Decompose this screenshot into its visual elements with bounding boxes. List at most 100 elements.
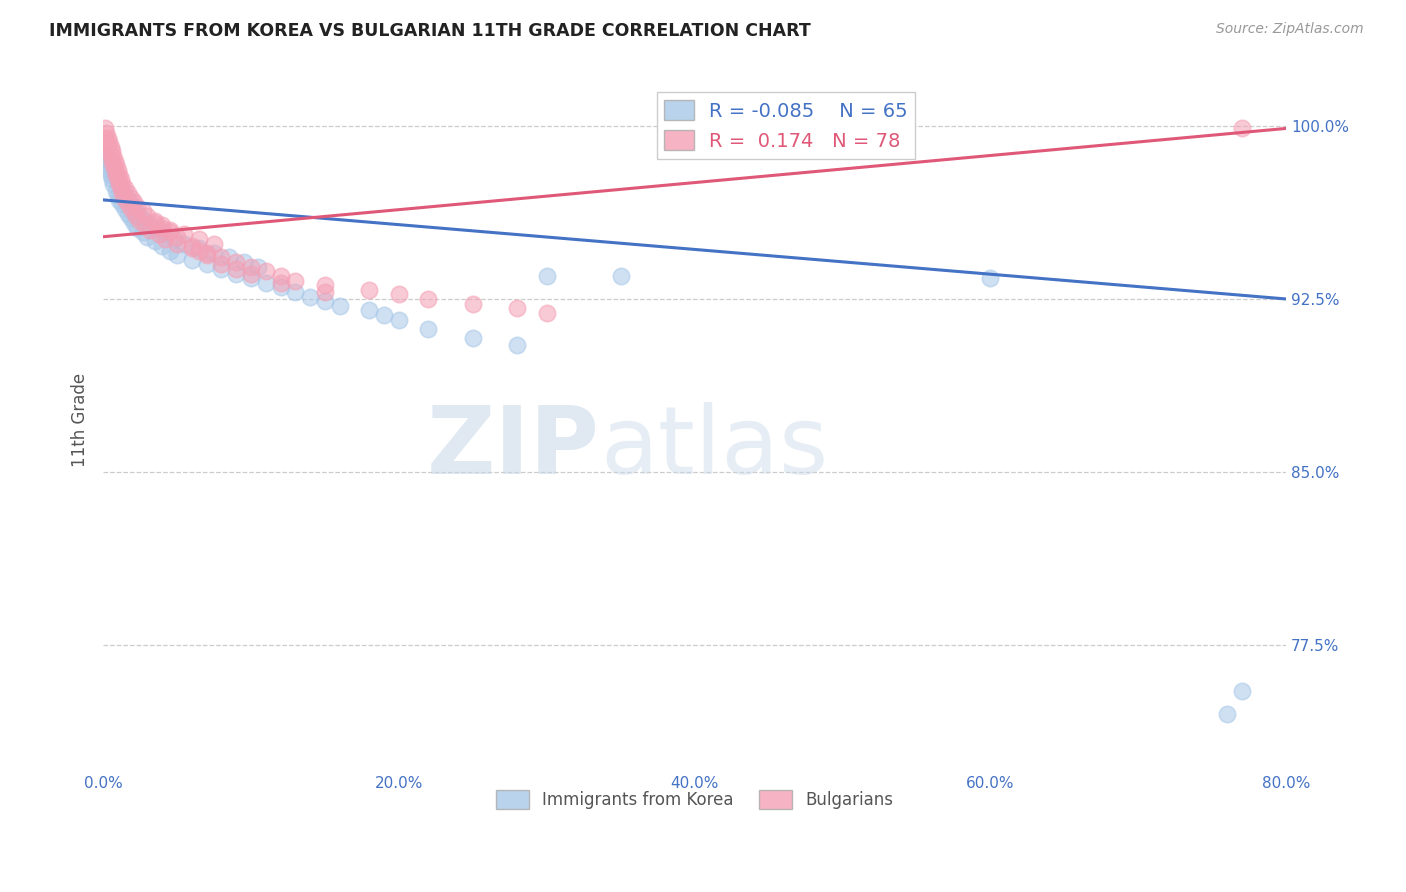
Point: [98, 135, 121, 149]
Point: [124, 209, 146, 223]
Point: [155, 227, 177, 242]
Point: [143, 216, 166, 230]
Point: [107, 188, 129, 202]
Point: [121, 200, 143, 214]
Point: [134, 218, 156, 232]
Point: [188, 241, 211, 255]
Point: [132, 204, 155, 219]
Point: [240, 260, 263, 274]
Point: [129, 209, 152, 223]
Point: [114, 202, 136, 216]
Point: [121, 204, 143, 219]
Point: [139, 218, 162, 232]
Point: [299, 290, 322, 304]
Point: [225, 262, 247, 277]
Point: [180, 252, 202, 267]
Text: atlas: atlas: [600, 402, 828, 494]
Point: [117, 186, 139, 200]
Point: [129, 213, 152, 227]
Point: [94, 135, 117, 149]
Point: [188, 244, 211, 258]
Point: [111, 186, 134, 200]
Point: [122, 195, 145, 210]
Point: [97, 140, 120, 154]
Point: [143, 235, 166, 249]
Point: [180, 239, 202, 253]
Point: [284, 285, 307, 299]
Point: [103, 149, 125, 163]
Point: [108, 168, 131, 182]
Point: [101, 153, 124, 168]
Point: [536, 306, 558, 320]
Point: [166, 236, 188, 251]
Legend: Immigrants from Korea, Bulgarians: Immigrants from Korea, Bulgarians: [489, 783, 900, 816]
Point: [107, 162, 129, 177]
Point: [388, 287, 411, 301]
Point: [97, 158, 120, 172]
Point: [418, 322, 440, 336]
Point: [94, 153, 117, 168]
Point: [122, 216, 145, 230]
Point: [139, 223, 162, 237]
Point: [100, 168, 122, 182]
Point: [979, 271, 1001, 285]
Point: [314, 285, 336, 299]
Point: [136, 209, 159, 223]
Point: [506, 338, 529, 352]
Point: [103, 158, 125, 172]
Point: [98, 145, 121, 159]
Point: [388, 312, 411, 326]
Point: [536, 268, 558, 283]
Point: [100, 149, 122, 163]
Point: [108, 193, 131, 207]
Point: [111, 197, 134, 211]
Point: [314, 294, 336, 309]
Point: [104, 162, 127, 177]
Point: [180, 241, 202, 255]
Point: [110, 181, 132, 195]
Point: [254, 276, 277, 290]
Y-axis label: 11th Grade: 11th Grade: [72, 373, 89, 467]
Point: [159, 244, 181, 258]
Point: [134, 213, 156, 227]
Point: [173, 227, 195, 242]
Point: [101, 145, 124, 159]
Point: [314, 278, 336, 293]
Point: [103, 177, 125, 191]
Point: [254, 264, 277, 278]
Point: [104, 153, 127, 168]
Point: [111, 177, 134, 191]
Text: Source: ZipAtlas.com: Source: ZipAtlas.com: [1216, 22, 1364, 37]
Point: [166, 229, 188, 244]
Point: [359, 303, 381, 318]
Point: [461, 296, 484, 310]
Point: [1230, 121, 1253, 136]
Point: [110, 172, 132, 186]
Point: [209, 251, 232, 265]
Point: [104, 165, 127, 179]
Point: [100, 140, 122, 154]
Point: [97, 130, 120, 145]
Point: [195, 248, 218, 262]
Point: [105, 184, 128, 198]
Point: [136, 229, 159, 244]
Point: [240, 267, 263, 281]
Point: [225, 255, 247, 269]
Point: [143, 213, 166, 227]
Point: [1216, 706, 1239, 721]
Point: [120, 190, 142, 204]
Point: [100, 156, 122, 170]
Point: [118, 200, 141, 214]
Point: [163, 232, 186, 246]
Point: [159, 225, 181, 239]
Point: [115, 190, 138, 204]
Point: [105, 158, 128, 172]
Point: [98, 162, 121, 177]
Point: [112, 190, 135, 204]
Point: [359, 283, 381, 297]
Point: [329, 299, 352, 313]
Point: [120, 211, 142, 226]
Point: [93, 121, 115, 136]
Point: [218, 251, 240, 265]
Point: [127, 200, 149, 214]
